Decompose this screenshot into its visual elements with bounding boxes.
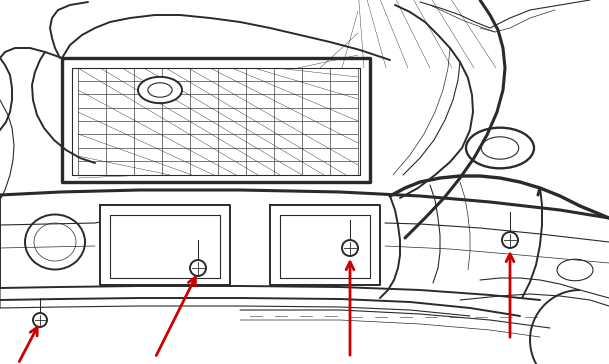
Ellipse shape — [342, 240, 358, 256]
Ellipse shape — [502, 232, 518, 248]
Ellipse shape — [190, 260, 206, 276]
Ellipse shape — [33, 313, 47, 327]
Circle shape — [138, 77, 182, 103]
